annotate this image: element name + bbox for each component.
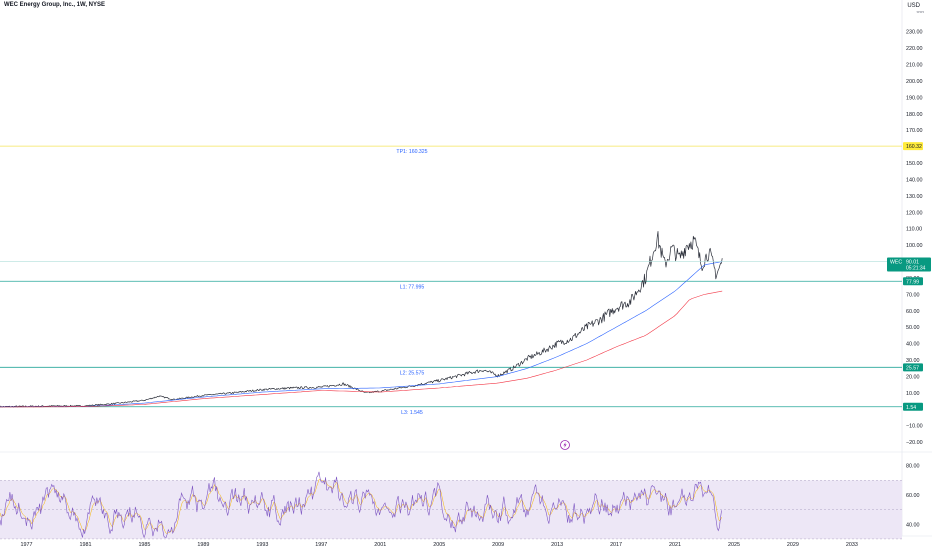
rsi-y-tick-label: 60.00: [906, 493, 920, 499]
level-label-l1: L1: 77.995: [400, 284, 425, 290]
y-tick-label: 10.00: [906, 391, 920, 397]
x-tick-label: 2021: [669, 542, 681, 548]
time-axis[interactable]: 1977 1981 1985 1989 1993 1997 2001 2005 2009 2013…: [21, 542, 858, 548]
y-tick-label: 140.00: [906, 177, 923, 183]
y-tick-label: −10.00: [906, 424, 923, 430]
axis-tag-tp1: [903, 142, 923, 151]
x-tick-label: 1977: [21, 542, 33, 548]
y-tick-label: 70.00: [906, 292, 920, 298]
x-tick-label: 2033: [846, 542, 858, 548]
rsi-series-layer: [0, 471, 722, 539]
x-tick-label: 1997: [315, 542, 327, 548]
level-lines[interactable]: TP1: 160.325 L1: 77.995 L2: 25.575 L3: 1.54…: [0, 145, 902, 416]
y-tick-label: 200.00: [906, 79, 923, 85]
x-tick-label: 2013: [551, 542, 563, 548]
y-tick-label: 20.00: [906, 374, 920, 380]
y-tick-label: 100.00: [906, 243, 923, 249]
x-tick-label: 2029: [787, 542, 799, 548]
price-axis[interactable]: −20.00 −10.00 10.00 20.00 30.00 40.00 50.00 60.…: [906, 30, 923, 446]
y-tick-label: −20.00: [906, 440, 923, 446]
x-tick-label: 1993: [256, 542, 268, 548]
series-price: [0, 231, 723, 408]
series-ma-fast: [0, 261, 723, 408]
price-series-layer: [0, 231, 723, 408]
x-tick-label: 1981: [79, 542, 91, 548]
series-rsi: [0, 471, 722, 539]
currency-label[interactable]: USD: [907, 3, 920, 9]
y-tick-label: 130.00: [906, 194, 923, 200]
x-tick-label: 2005: [433, 542, 445, 548]
axis-tag-text-l2: 25.57: [906, 365, 919, 371]
rsi-band-layer: [0, 480, 902, 540]
y-tick-label: 150.00: [906, 161, 923, 167]
y-tick-label: 220.00: [906, 46, 923, 52]
x-tick-label: 1985: [138, 542, 150, 548]
axis-tag-l2: [903, 363, 923, 372]
y-tick-label: 190.00: [906, 95, 923, 101]
axis-tag-text-tp1: 160.32: [906, 144, 922, 150]
y-tick-label: 110.00: [906, 227, 922, 233]
chart-title: WEC Energy Group, Inc., 1W, NYSE: [4, 2, 106, 8]
x-tick-label: 2017: [610, 542, 622, 548]
currency-sub-label: ▾▾▾▾▾: [916, 10, 924, 14]
y-tick-label: 180.00: [906, 112, 923, 118]
lightning-icon[interactable]: [560, 440, 570, 450]
x-tick-label: 2001: [374, 542, 386, 548]
rsi-axis[interactable]: 40.00 60.00 80.00: [906, 464, 920, 529]
current-price-tag: [887, 257, 931, 272]
x-tick-label: 2009: [492, 542, 504, 548]
y-tick-label: 170.00: [906, 128, 923, 134]
rsi-y-tick-label: 40.00: [906, 522, 920, 528]
x-tick-label: 1989: [197, 542, 209, 548]
y-tick-label: 40.00: [906, 342, 920, 348]
y-tick-label: 120.00: [906, 210, 923, 216]
axis-tag-text-l3: 1.54: [906, 405, 916, 411]
level-label-l3: L3: 1.545: [401, 410, 423, 416]
x-tick-label: 2025: [728, 542, 740, 548]
y-tick-label: 60.00: [906, 309, 920, 315]
axis-tag-l3: [903, 402, 923, 411]
price-tag-symbol: WEC: [890, 260, 902, 266]
axis-tag-l1: [903, 277, 923, 286]
series-ma-slow: [0, 290, 723, 408]
y-tick-label: 210.00: [906, 63, 923, 69]
rsi-y-tick-label: 80.00: [906, 464, 920, 470]
y-tick-label: 50.00: [906, 325, 920, 331]
price-tag-value: 90.01: [906, 260, 919, 266]
axis-tag-text-l1: 77.99: [906, 279, 919, 285]
level-label-tp1: TP1: 160.325: [396, 149, 427, 155]
rsi-band: [0, 480, 902, 539]
price-tag-countdown: 05:21:34: [906, 266, 926, 272]
y-tick-label: 30.00: [906, 358, 920, 364]
y-tick-label: 230.00: [906, 30, 923, 36]
level-label-l2: L2: 25.575: [400, 370, 425, 376]
